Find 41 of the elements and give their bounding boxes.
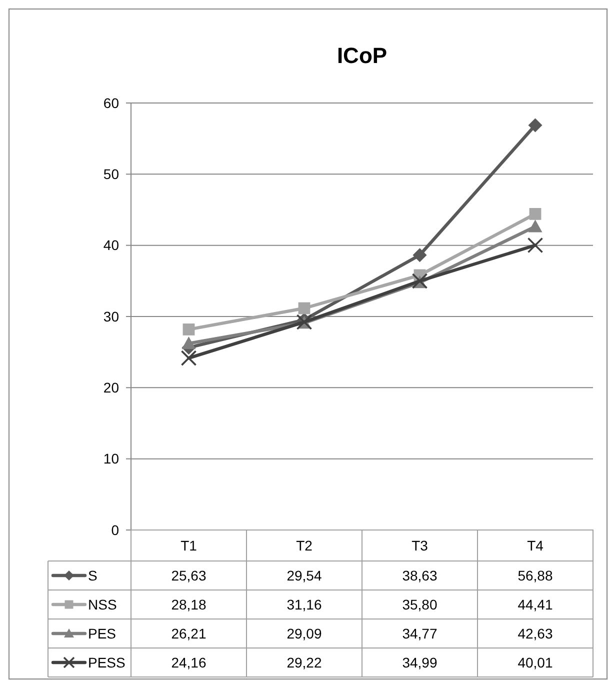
data-label: 38,63 bbox=[402, 567, 438, 584]
point bbox=[529, 208, 542, 220]
legend-label: S bbox=[88, 567, 98, 584]
data-label: 42,63 bbox=[518, 625, 553, 642]
data-label: 25,63 bbox=[171, 567, 206, 584]
data-label: 34,99 bbox=[402, 654, 438, 670]
y-tick-label: 40 bbox=[103, 237, 120, 254]
data-label: 29,09 bbox=[286, 625, 322, 642]
y-tick-label: 30 bbox=[103, 308, 120, 324]
point bbox=[298, 302, 310, 314]
legend-label: PES bbox=[88, 625, 116, 642]
x-tick-label: T3 bbox=[412, 537, 428, 554]
data-label: 31,16 bbox=[286, 596, 322, 612]
data-label: 35,80 bbox=[402, 596, 438, 612]
data-label: 28,18 bbox=[171, 596, 206, 612]
x-tick-label: T1 bbox=[180, 537, 198, 554]
point bbox=[412, 248, 427, 262]
y-tick-label: 10 bbox=[103, 450, 120, 467]
point bbox=[182, 324, 195, 336]
y-tick-label: 50 bbox=[103, 166, 120, 182]
data-label: 44,41 bbox=[518, 596, 553, 612]
data-label: 34,77 bbox=[402, 625, 438, 642]
legend-label: NSS bbox=[88, 596, 117, 612]
data-label: 56,88 bbox=[518, 567, 553, 584]
point bbox=[182, 336, 196, 350]
point bbox=[528, 118, 542, 132]
y-tick-label: 0 bbox=[111, 522, 120, 538]
chart-title: ICoP bbox=[336, 43, 388, 68]
x-tick-label: T2 bbox=[296, 537, 313, 554]
data-label: 40,01 bbox=[518, 654, 553, 670]
point bbox=[180, 350, 197, 366]
y-tick-label: 20 bbox=[103, 380, 120, 396]
data-label: 29,22 bbox=[286, 654, 322, 670]
data-label: 29,54 bbox=[286, 567, 322, 584]
y-tick-label: 60 bbox=[103, 94, 120, 111]
legend-label: PESS bbox=[88, 654, 126, 670]
point bbox=[528, 220, 542, 232]
data-label: 24,16 bbox=[171, 654, 206, 670]
data-label: 26,21 bbox=[171, 625, 206, 642]
point bbox=[527, 237, 544, 254]
x-tick-label: T4 bbox=[527, 537, 544, 554]
